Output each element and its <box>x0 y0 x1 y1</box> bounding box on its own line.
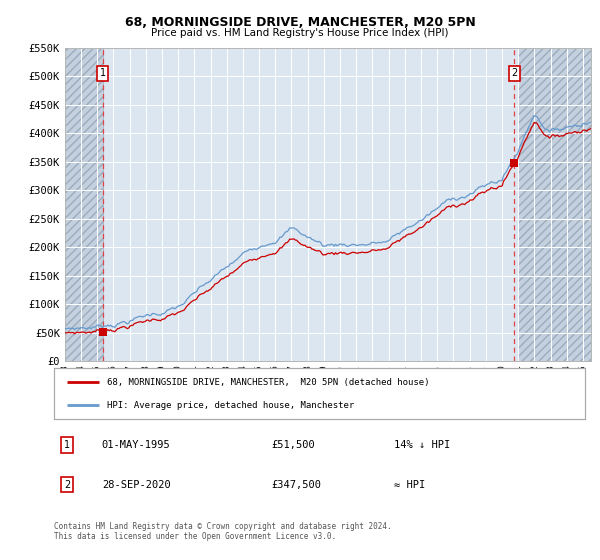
Text: Price paid vs. HM Land Registry's House Price Index (HPI): Price paid vs. HM Land Registry's House … <box>151 28 449 38</box>
Text: This data is licensed under the Open Government Licence v3.0.: This data is licensed under the Open Gov… <box>54 532 336 541</box>
Text: 2: 2 <box>64 479 70 489</box>
Bar <box>518 48 591 361</box>
Text: Contains HM Land Registry data © Crown copyright and database right 2024.: Contains HM Land Registry data © Crown c… <box>54 522 392 531</box>
Text: 68, MORNINGSIDE DRIVE, MANCHESTER, M20 5PN: 68, MORNINGSIDE DRIVE, MANCHESTER, M20 5… <box>125 16 475 29</box>
Text: 28-SEP-2020: 28-SEP-2020 <box>102 479 170 489</box>
Text: ≈ HPI: ≈ HPI <box>394 479 425 489</box>
Text: £51,500: £51,500 <box>272 440 316 450</box>
Text: 2: 2 <box>511 68 517 78</box>
Text: 01-MAY-1995: 01-MAY-1995 <box>102 440 170 450</box>
Bar <box>65 48 103 361</box>
Text: £347,500: £347,500 <box>272 479 322 489</box>
Text: 1: 1 <box>100 68 106 78</box>
Text: 14% ↓ HPI: 14% ↓ HPI <box>394 440 450 450</box>
Text: HPI: Average price, detached house, Manchester: HPI: Average price, detached house, Manc… <box>107 401 355 410</box>
Text: 68, MORNINGSIDE DRIVE, MANCHESTER,  M20 5PN (detached house): 68, MORNINGSIDE DRIVE, MANCHESTER, M20 5… <box>107 377 430 386</box>
Text: 1: 1 <box>64 440 70 450</box>
